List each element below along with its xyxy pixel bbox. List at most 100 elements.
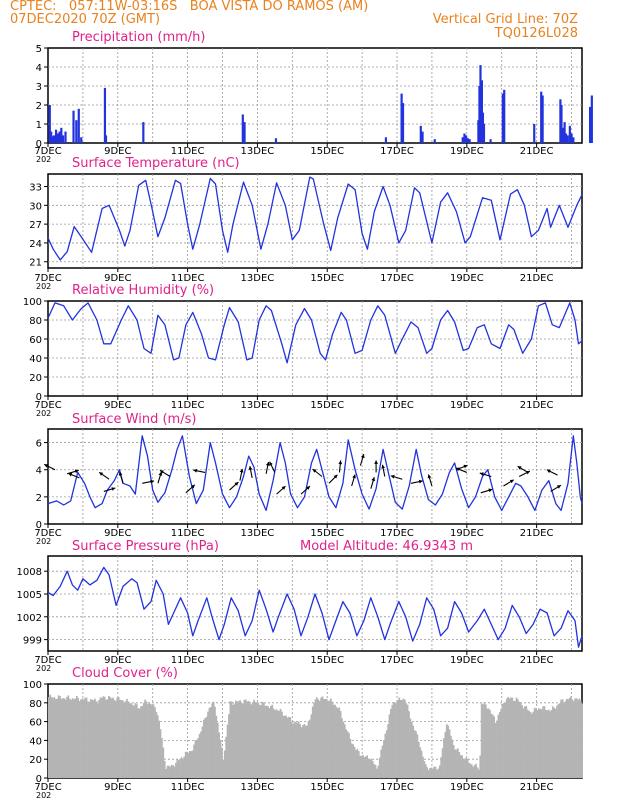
- cloud-bar: [211, 703, 214, 778]
- cloud-bar: [328, 700, 331, 778]
- wind-vector-head: [159, 470, 164, 474]
- cloud-bar: [247, 700, 250, 778]
- cloud-bar: [82, 699, 85, 778]
- x-tick-label: 19DEC: [450, 273, 484, 284]
- cloud-bar: [144, 699, 147, 778]
- cloud-bar: [70, 699, 73, 778]
- wind-vector-head: [556, 485, 561, 489]
- cloud-bar: [169, 766, 172, 778]
- x-tick-label: 9DEC: [104, 782, 131, 793]
- wind-vector-head: [381, 464, 385, 469]
- x-tick-label: 17DEC: [380, 400, 414, 411]
- wind-vector-head: [158, 471, 163, 476]
- cloud-bar: [230, 701, 233, 778]
- precip-bar: [568, 125, 571, 143]
- y-tick-label: 0: [36, 392, 42, 403]
- precip-bar: [572, 137, 575, 143]
- cloud-bar: [447, 725, 449, 778]
- cloud-bar: [121, 700, 124, 778]
- cloud-bar: [545, 709, 547, 778]
- cloud-bar: [575, 698, 578, 778]
- cloud-bar: [127, 701, 130, 778]
- x-tick-label: 13DEC: [241, 273, 275, 284]
- wind-vector-head: [312, 469, 317, 473]
- cloud-bar: [508, 698, 511, 778]
- cloud-bar: [473, 765, 476, 778]
- cloud-bar: [377, 765, 380, 778]
- cloud-bar: [350, 743, 353, 778]
- cloud-bar: [276, 710, 279, 778]
- cloud-bar: [539, 708, 542, 778]
- cloud-bar: [154, 707, 156, 778]
- precip-bar: [419, 125, 422, 143]
- cloud-bar: [215, 715, 218, 778]
- cloud-bar: [128, 703, 131, 778]
- cloud-bar: [362, 754, 364, 778]
- y-tick-label: 4: [36, 466, 42, 477]
- cloud-bar: [427, 770, 430, 778]
- cloud-bar: [483, 702, 486, 778]
- cloud-bar: [229, 701, 232, 778]
- cloud-bar: [441, 748, 444, 778]
- cloud-bar: [465, 757, 468, 778]
- cloud-bar: [522, 708, 525, 778]
- cloud-bar: [515, 697, 518, 778]
- cloud-bar: [222, 759, 225, 778]
- cloud-bar: [216, 722, 219, 778]
- y-tick-label: 1: [36, 120, 42, 131]
- precip-bar: [560, 105, 563, 143]
- x-tick-label: 7DEC: [34, 782, 61, 793]
- cloud-bar: [131, 704, 134, 778]
- cloud-bar: [459, 754, 462, 778]
- cloud-bar: [314, 699, 317, 778]
- x-tick-label: 15DEC: [310, 655, 344, 666]
- cloud-bar: [369, 759, 371, 778]
- cloud-bar: [286, 717, 289, 778]
- cloud-bar: [124, 701, 127, 778]
- cloud-bar: [397, 699, 399, 778]
- cloud-bar: [496, 720, 498, 778]
- cloud-bar: [260, 705, 262, 778]
- cloud-bar: [489, 710, 491, 778]
- panel-2: 0 20 40 60 80 100 7DEC 9DEC 11DEC 13DEC 15DEC 17DEC…: [23, 283, 583, 418]
- cloud-bar: [436, 769, 438, 778]
- cloud-bar: [133, 705, 135, 778]
- cloud-bar: [208, 707, 211, 778]
- x-tick-year-fragment: 202: [36, 409, 51, 418]
- precip-bar: [104, 135, 108, 143]
- cloud-bar: [524, 706, 526, 778]
- cloud-bar: [67, 695, 70, 778]
- cloud-bar: [88, 701, 91, 778]
- cloud-bar: [490, 713, 493, 778]
- cloud-bar: [119, 699, 121, 778]
- cloud-bar: [258, 704, 261, 778]
- cloud-bar: [406, 704, 409, 778]
- wind-vector-head: [150, 479, 154, 484]
- cloud-bar: [80, 699, 82, 778]
- cloud-bar: [249, 701, 251, 778]
- cloud-bar: [438, 765, 441, 778]
- precip-bar: [566, 135, 569, 143]
- precip-bar: [80, 137, 83, 143]
- cloud-bar: [567, 699, 570, 778]
- wind-vector-head: [269, 461, 273, 466]
- cloud-bar: [166, 765, 169, 778]
- cloud-bar: [162, 747, 165, 778]
- cloud-bar: [364, 756, 367, 778]
- cloud-bar: [303, 723, 306, 778]
- cloud-bar: [300, 727, 303, 778]
- cloud-bar: [380, 749, 382, 778]
- cloud-bar: [535, 708, 537, 778]
- wind-vector-head: [193, 468, 198, 473]
- series-line: [47, 302, 583, 364]
- y-tick-label: 1008: [17, 567, 42, 578]
- header-run-time: 07DEC2020 70Z (GMT): [10, 12, 161, 27]
- cloud-bar: [383, 740, 385, 778]
- cloud-bar: [52, 697, 54, 778]
- cloud-bar: [56, 698, 59, 778]
- precip-bar: [561, 127, 564, 143]
- cloud-bar: [480, 703, 483, 778]
- y-tick-label: 80: [29, 316, 42, 327]
- precip-bar: [61, 135, 65, 143]
- precip-bar: [480, 80, 483, 143]
